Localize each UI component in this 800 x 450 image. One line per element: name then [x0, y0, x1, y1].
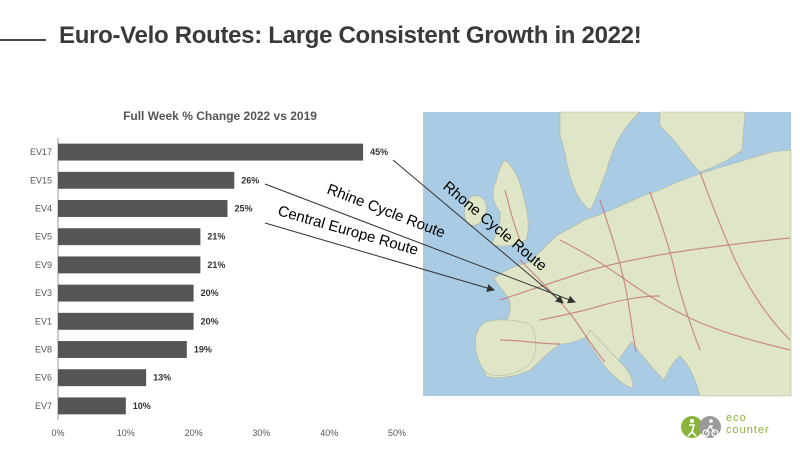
- value-labels: 45% 26% 25% 21% 21% 20% 20% 19% 13% 10%: [133, 147, 388, 411]
- category-label-ev9: EV9: [35, 260, 52, 270]
- map-land-ireland: [464, 195, 487, 226]
- x-axis-ticks: 0% 10% 20% 30% 40% 50%: [51, 428, 406, 438]
- value-label-ev17: 45%: [370, 147, 388, 157]
- x-tick-label: 30%: [252, 428, 270, 438]
- chart-title: Full Week % Change 2022 vs 2019: [123, 109, 317, 123]
- value-label-ev6: 13%: [153, 373, 171, 383]
- category-label-ev1: EV1: [35, 316, 52, 326]
- bar-ev7: [58, 397, 126, 415]
- category-label-ev17: EV17: [30, 147, 52, 157]
- logo-text-line2: counter: [726, 424, 770, 436]
- x-tick-label: 50%: [388, 428, 406, 438]
- map-land-iberia: [475, 319, 537, 376]
- category-label-ev4: EV4: [35, 204, 52, 214]
- value-label-ev9: 21%: [207, 260, 225, 270]
- category-label-ev8: EV8: [35, 345, 52, 355]
- category-label-ev6: EV6: [35, 373, 52, 383]
- map-land-italy: [585, 329, 633, 389]
- map-land-britain: [491, 159, 529, 247]
- x-tick-label: 0%: [51, 428, 64, 438]
- europe-map: [423, 111, 792, 397]
- bar-ev1: [58, 312, 194, 330]
- bar-ev3: [58, 284, 194, 302]
- bar-ev9: [58, 256, 201, 274]
- eco-counter-logo: eco counter: [680, 412, 790, 442]
- x-tick-label: 20%: [185, 428, 203, 438]
- title-rule: [0, 39, 46, 41]
- value-label-ev4: 25%: [235, 204, 253, 214]
- category-label-ev5: EV5: [35, 232, 52, 242]
- x-tick-label: 40%: [320, 428, 338, 438]
- x-tick-label: 10%: [117, 428, 135, 438]
- value-label-ev3: 20%: [201, 288, 219, 298]
- category-label-ev3: EV3: [35, 288, 52, 298]
- bar-ev17: [58, 143, 364, 161]
- logo-text-line1: eco: [726, 412, 747, 424]
- bar-ev8: [58, 341, 187, 358]
- value-label-ev8: 19%: [194, 345, 212, 355]
- bar-ev4: [58, 200, 228, 217]
- map-roads: [499, 171, 791, 363]
- category-labels: EV17 EV15 EV4 EV5 EV9 EV3 EV1 EV8 EV6 EV7: [30, 147, 52, 411]
- value-label-ev5: 21%: [207, 232, 225, 242]
- central-arrow: [264, 222, 495, 292]
- bar-chart: Full Week % Change 2022 vs 2019 EV17EV15…: [30, 109, 406, 438]
- value-label-ev1: 20%: [201, 316, 219, 326]
- bar-ev6: [58, 369, 147, 387]
- rhine-arrow: [264, 183, 576, 304]
- page-title: Euro-Velo Routes: Large Consistent Growt…: [59, 22, 642, 49]
- eco-counter-logo-text: eco counter: [726, 412, 770, 436]
- category-label-ev15: EV15: [30, 175, 52, 185]
- category-label-ev7: EV7: [35, 401, 52, 411]
- value-label-ev15: 26%: [241, 175, 259, 185]
- bar-ev15: [58, 171, 235, 189]
- rhone-arrow: [392, 159, 564, 304]
- eco-counter-logo-icon: [681, 416, 721, 438]
- bars-group: [58, 143, 364, 415]
- value-label-ev7: 10%: [133, 401, 151, 411]
- map-land-scandinavia: [559, 111, 641, 211]
- bar-ev5: [58, 228, 201, 246]
